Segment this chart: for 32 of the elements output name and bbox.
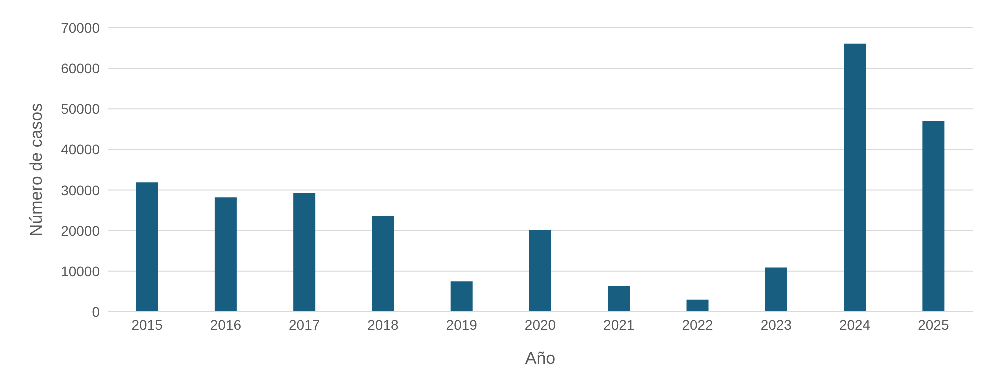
y-tick-label: 10000	[61, 263, 100, 280]
y-tick-label: 60000	[61, 60, 100, 77]
x-tick-label: 2020	[524, 316, 556, 333]
x-tick-label: 2019	[446, 316, 478, 333]
bar	[450, 282, 473, 312]
bar	[765, 268, 788, 312]
x-tick-label: 2017	[289, 316, 320, 333]
bar	[686, 300, 709, 312]
x-tick-label: 2022	[682, 316, 714, 333]
bar	[294, 194, 316, 312]
x-tick-label: 2016	[210, 316, 242, 333]
bar	[844, 44, 866, 312]
bar	[214, 198, 237, 312]
bar	[136, 182, 158, 312]
x-tick-label: 2025	[918, 316, 950, 333]
y-tick-label: 40000	[61, 142, 100, 158]
y-tick-label: 20000	[61, 222, 100, 239]
y-tick-label: 70000	[61, 20, 100, 36]
x-axis-title: Año	[525, 349, 556, 368]
bar	[372, 216, 394, 312]
bar	[922, 121, 945, 312]
x-tick-label: 2024	[839, 316, 871, 333]
y-tick-label: 0	[92, 304, 100, 320]
x-tick-label: 2018	[368, 316, 400, 333]
x-tick-label: 2021	[604, 316, 635, 333]
bar	[529, 230, 552, 312]
x-tick-label: 2015	[132, 316, 164, 333]
x-tick-label: 2023	[760, 316, 792, 333]
y-axis-title: Número de casos	[27, 103, 46, 237]
bar	[608, 286, 630, 312]
y-tick-label: 50000	[61, 101, 100, 118]
y-tick-label: 30000	[61, 182, 100, 198]
